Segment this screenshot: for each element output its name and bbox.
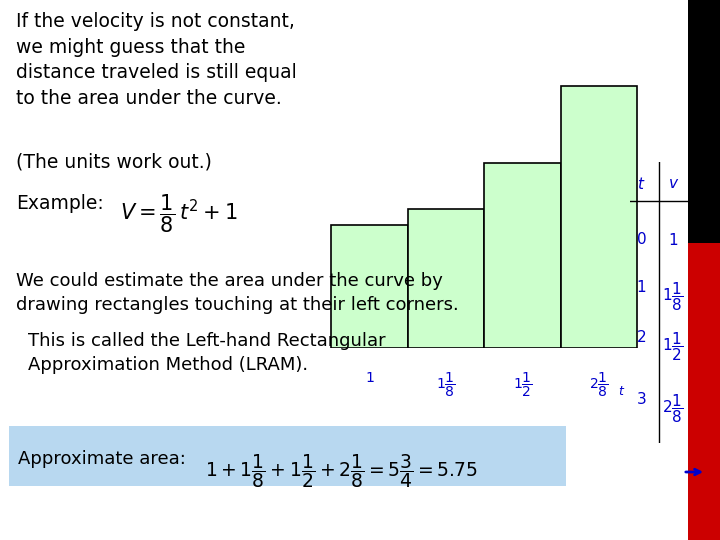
Text: (The units work out.): (The units work out.): [16, 152, 212, 171]
Text: $V = \dfrac{1}{8}\,t^2 + 1$: $V = \dfrac{1}{8}\,t^2 + 1$: [120, 192, 238, 234]
Bar: [561, 86, 637, 348]
Text: $1$: $1$: [365, 370, 374, 384]
Text: $t$: $t$: [618, 386, 625, 399]
Text: $1\dfrac{1}{8}$: $1\dfrac{1}{8}$: [662, 280, 684, 313]
Text: $v$: $v$: [667, 176, 679, 191]
Text: 2: 2: [636, 330, 647, 346]
Text: $1$: $1$: [668, 232, 678, 248]
Text: 3: 3: [636, 392, 647, 407]
Text: $2\dfrac{1}{8}$: $2\dfrac{1}{8}$: [662, 392, 684, 425]
Text: $1\dfrac{1}{2}$: $1\dfrac{1}{2}$: [662, 330, 684, 363]
Bar: [484, 163, 561, 348]
Text: $1\dfrac{1}{2}$: $1\dfrac{1}{2}$: [513, 370, 532, 399]
Text: Approximate area:: Approximate area:: [18, 450, 186, 468]
Text: $1\dfrac{1}{8}$: $1\dfrac{1}{8}$: [436, 370, 456, 399]
Text: If the velocity is not constant,
we might guess that the
distance traveled is st: If the velocity is not constant, we migh…: [16, 12, 297, 108]
Text: This is called the Left-hand Rectangular
Approximation Method (LRAM).: This is called the Left-hand Rectangular…: [28, 332, 386, 374]
Text: 0: 0: [636, 232, 647, 247]
Text: Example:: Example:: [16, 194, 104, 213]
Bar: [331, 225, 408, 348]
Bar: [408, 210, 484, 348]
Text: $t$: $t$: [637, 176, 646, 192]
FancyBboxPatch shape: [9, 426, 566, 486]
Text: $1+1\dfrac{1}{8}+1\dfrac{1}{2}+2\dfrac{1}{8}=5\dfrac{3}{4}=5.75$: $1+1\dfrac{1}{8}+1\dfrac{1}{2}+2\dfrac{1…: [205, 452, 477, 490]
Text: 1: 1: [636, 280, 647, 295]
Text: $2\dfrac{1}{8}$: $2\dfrac{1}{8}$: [589, 370, 608, 399]
Text: We could estimate the area under the curve by
drawing rectangles touching at the: We could estimate the area under the cur…: [16, 272, 459, 314]
